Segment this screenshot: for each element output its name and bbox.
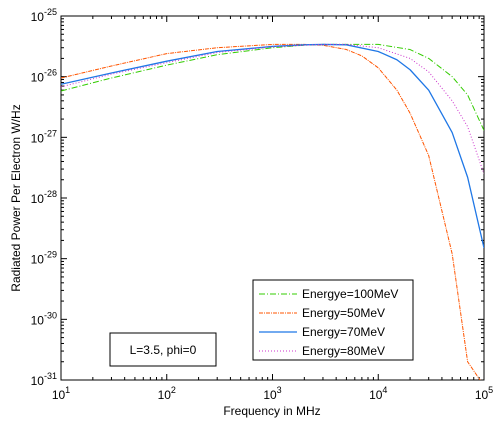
legend-label-4: Energy=80MeV [302,344,385,358]
annotation-text: L=3.5, phi=0 [130,343,197,357]
y-tick-label: 10-29 [31,250,57,267]
legend: Energye=100MeV Energy=50MeV Energy=70MeV En… [252,279,414,361]
y-axis-label: Radiated Power Per Electron W/Hz [9,104,23,291]
y-tick-label: 10-30 [31,310,57,327]
series-line-2 [61,43,481,380]
x-tick-label: 102 [158,385,176,402]
y-tick-label: 10-31 [31,371,57,388]
legend-label-1: Energye=100MeV [302,287,398,301]
legend-frame [252,279,414,361]
x-axis-label: Frequency in MHz [223,404,320,418]
annotation-frame [109,332,217,367]
legend-label-3: Energy=70MeV [302,325,385,339]
legend-label-2: Energy=50MeV [302,306,385,320]
axis-ticks: 101 102 103 104 105 10-31 10-30 10-29 10-28 10-27… [31,7,494,402]
series-line-4 [61,43,484,175]
x-tick-label: 101 [52,385,70,402]
series-group [61,43,484,380]
y-tick-label: 10-27 [31,128,57,145]
y-tick-label: 10-25 [31,7,57,24]
y-tick-label: 10-26 [31,68,57,85]
x-tick-label: 104 [369,385,387,402]
annotation-box: L=3.5, phi=0 [109,332,217,367]
x-tick-label: 103 [263,385,281,402]
y-tick-label: 10-28 [31,189,57,206]
series-line-3 [61,43,484,249]
x-tick-label: 105 [475,385,493,402]
